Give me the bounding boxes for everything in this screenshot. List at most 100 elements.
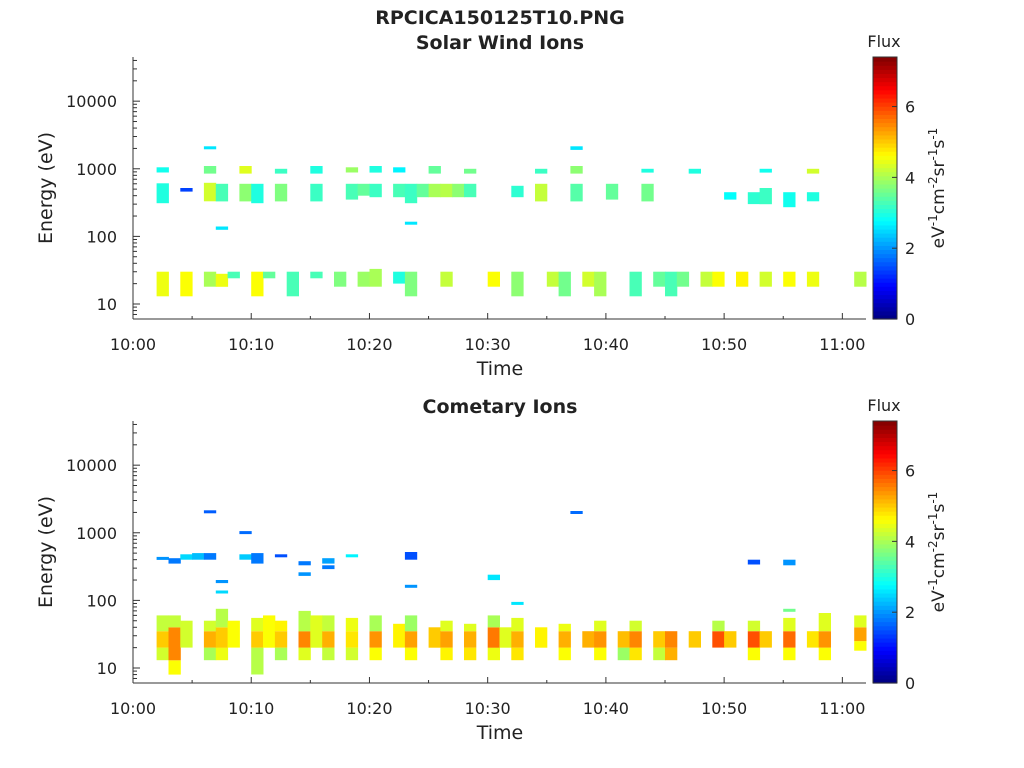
heatmap-cell bbox=[653, 271, 666, 287]
colorbar-segment bbox=[873, 474, 897, 479]
heatmap-cell bbox=[274, 631, 288, 648]
colorbar-segment bbox=[873, 171, 897, 177]
heatmap-cell bbox=[239, 183, 252, 202]
heatmap-cell bbox=[215, 590, 229, 594]
x-tick-label: 11:00 bbox=[819, 699, 865, 718]
heatmap-cell bbox=[298, 610, 311, 632]
heatmap-cell bbox=[251, 553, 264, 564]
heatmap-cell bbox=[404, 271, 418, 297]
colorbar-segment bbox=[873, 433, 897, 438]
colorbar-segment bbox=[873, 662, 897, 668]
heatmap-cell bbox=[239, 554, 252, 560]
colorbar-segment bbox=[873, 273, 897, 279]
heatmap-cell bbox=[487, 574, 500, 581]
heatmap-cell bbox=[440, 620, 453, 632]
heatmap-cell bbox=[369, 647, 382, 661]
heatmap-cell bbox=[357, 183, 370, 196]
heatmap-cell bbox=[712, 620, 725, 632]
heatmap-cell bbox=[156, 271, 169, 297]
x-axis-label: Time bbox=[476, 358, 524, 380]
colorbar-segment bbox=[873, 310, 897, 316]
colorbar-segment bbox=[873, 228, 897, 234]
colorbar-segment bbox=[873, 278, 897, 283]
heatmap-cell bbox=[369, 268, 382, 287]
heatmap-cell bbox=[676, 271, 690, 287]
colorbar-segment bbox=[873, 122, 897, 128]
colorbar-segment bbox=[873, 93, 897, 99]
heatmap-cell bbox=[156, 556, 169, 560]
heatmap-cell bbox=[594, 271, 607, 297]
heatmap-cell bbox=[215, 183, 229, 202]
colorbar-segment bbox=[873, 192, 897, 197]
colorbar-segment bbox=[873, 163, 897, 169]
colorbar-segment bbox=[873, 482, 897, 488]
x-tick-label: 10:30 bbox=[465, 335, 511, 354]
colorbar-segment bbox=[873, 241, 897, 246]
colorbar-tick-label: 4 bbox=[905, 532, 915, 551]
heatmap-cell bbox=[274, 647, 288, 661]
heatmap-cell bbox=[759, 188, 772, 205]
heatmap-cell bbox=[440, 271, 453, 287]
colorbar-segment bbox=[873, 617, 897, 623]
unit-base: cm bbox=[929, 552, 949, 578]
colorbar-segment bbox=[873, 486, 897, 492]
heatmap-cell bbox=[688, 168, 701, 174]
unit-exponent: -1 bbox=[926, 214, 940, 226]
heatmap-cell bbox=[806, 271, 820, 287]
colorbar-segment bbox=[873, 466, 897, 471]
heatmap-cell bbox=[724, 631, 737, 648]
colorbar-segment bbox=[873, 245, 897, 250]
heatmap-cell bbox=[487, 271, 500, 287]
heatmap-cell bbox=[712, 631, 725, 648]
heatmap-cell bbox=[558, 271, 571, 297]
heatmap-cell bbox=[251, 617, 264, 632]
colorbar-segment bbox=[873, 314, 897, 320]
heatmap-cell bbox=[464, 168, 477, 174]
colorbar-segment bbox=[873, 249, 897, 255]
heatmap-cell bbox=[747, 192, 761, 205]
heatmap-cell bbox=[180, 620, 193, 648]
panel-1: 10:00 10:10 10:20 10:30 10:40 10:50 11:00 10 100… bbox=[35, 32, 949, 380]
unit-exponent: -1 bbox=[926, 149, 940, 161]
heatmap-cells bbox=[156, 510, 867, 675]
heatmap-cell bbox=[665, 647, 678, 661]
heatmap-cell bbox=[747, 620, 761, 632]
heatmap-cell bbox=[783, 631, 796, 648]
heatmap-cell bbox=[203, 146, 217, 150]
unit-base: eV bbox=[929, 226, 949, 248]
heatmap-cell bbox=[298, 572, 311, 576]
heatmap-cell bbox=[393, 623, 406, 648]
heatmap-cell bbox=[274, 620, 288, 632]
heatmap-cell bbox=[310, 166, 323, 174]
heatmap-cell bbox=[310, 615, 323, 648]
y-tick-label: 10 bbox=[97, 295, 117, 314]
heatmap-cell bbox=[215, 608, 229, 628]
colorbar-segment bbox=[873, 502, 897, 508]
colorbar-segment bbox=[873, 306, 897, 312]
unit-exponent: -2 bbox=[926, 176, 940, 188]
heatmap-cell bbox=[428, 183, 441, 198]
colorbar-segment bbox=[873, 678, 897, 684]
heatmap-cell bbox=[345, 647, 359, 661]
heatmap-cell bbox=[274, 168, 288, 174]
heatmap-cell bbox=[345, 554, 359, 558]
heatmap-cell bbox=[535, 627, 548, 648]
heatmap-cell bbox=[854, 641, 867, 651]
heatmap-cell bbox=[369, 166, 382, 173]
panel-title: Solar Wind Ions bbox=[416, 32, 584, 54]
heatmap-cell bbox=[274, 554, 288, 558]
colorbar-segment bbox=[873, 421, 897, 426]
colorbar-tick-label: 2 bbox=[905, 603, 915, 622]
unit-base: cm bbox=[929, 188, 949, 214]
heatmap-cell bbox=[665, 631, 678, 648]
heatmap-cell bbox=[203, 182, 217, 202]
colorbar-segment bbox=[873, 592, 897, 598]
colorbar-segment bbox=[873, 425, 897, 430]
x-tick-label: 10:10 bbox=[228, 335, 274, 354]
colorbar-segment bbox=[873, 539, 897, 545]
x-tick-label: 10:00 bbox=[110, 335, 156, 354]
colorbar-segment bbox=[873, 584, 897, 590]
colorbar-segment bbox=[873, 629, 897, 635]
heatmap-cell bbox=[511, 185, 524, 198]
colorbar-segment bbox=[873, 650, 897, 655]
